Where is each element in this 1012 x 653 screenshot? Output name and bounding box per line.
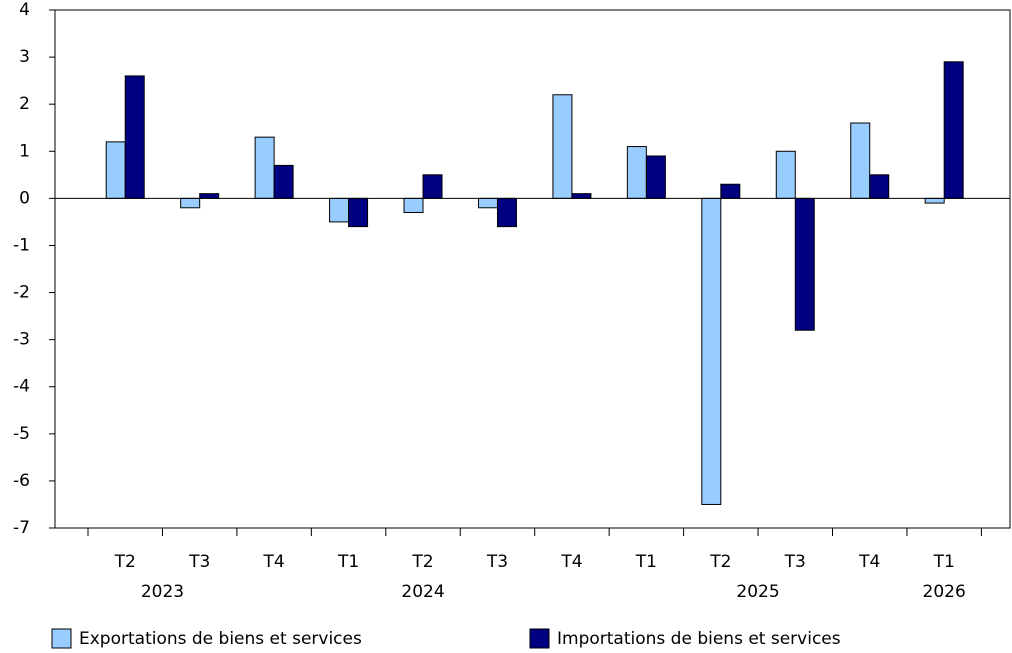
bar [273,164,294,199]
x-group-label: 2024 [401,582,444,602]
bar [794,197,815,331]
x-tick-label: T3 [486,552,508,572]
y-tick-label: -6 [13,471,30,491]
x-tick-label: T4 [560,552,582,572]
x-tick-label: T3 [784,552,806,572]
bar [775,150,796,199]
x-tick-label: T2 [411,552,433,572]
bar [496,197,517,228]
bar [552,94,573,199]
y-tick-label: 3 [19,47,30,67]
y-tick-label: 4 [19,0,30,20]
bar [645,155,666,199]
bar [720,183,741,199]
bar [571,193,592,199]
x-tick-label: T4 [263,552,285,572]
y-tick-label: 1 [19,141,30,161]
bar [626,146,647,199]
legend-label: Exportations de biens et services [79,629,362,649]
y-tick-label: -5 [13,424,30,444]
bar [943,61,964,199]
bar [850,122,871,199]
bar [329,197,350,223]
bar [124,75,145,199]
plot-area [54,9,1011,529]
bar [180,197,201,209]
y-tick-label: -7 [13,518,30,538]
y-tick-label: 2 [19,94,30,114]
y-tick-label: -1 [13,235,30,255]
x-tick-label: T4 [858,552,880,572]
bar [403,197,424,213]
x-tick-label: T1 [337,552,359,572]
bar [477,197,498,209]
legend-swatch [51,628,72,649]
y-tick-label: -2 [13,283,30,303]
x-tick-label: T2 [114,552,136,572]
x-tick-label: T1 [635,552,657,572]
bar [105,141,126,199]
bar [924,197,945,204]
bar [254,136,275,199]
x-tick-label: T1 [933,552,955,572]
bar [701,197,722,505]
x-tick-label: T3 [188,552,210,572]
bar [199,193,220,199]
bar [422,174,443,199]
x-group-label: 2023 [141,582,184,602]
legend-label: Importations de biens et services [557,629,841,649]
y-tick-label: -4 [13,377,30,397]
y-tick-label: 0 [19,188,30,208]
bar [869,174,890,199]
bar [348,197,369,228]
x-group-label: 2026 [923,582,966,602]
legend-swatch [529,628,550,649]
x-group-label: 2025 [736,582,779,602]
x-tick-label: T2 [709,552,731,572]
y-tick-label: -3 [13,330,30,350]
